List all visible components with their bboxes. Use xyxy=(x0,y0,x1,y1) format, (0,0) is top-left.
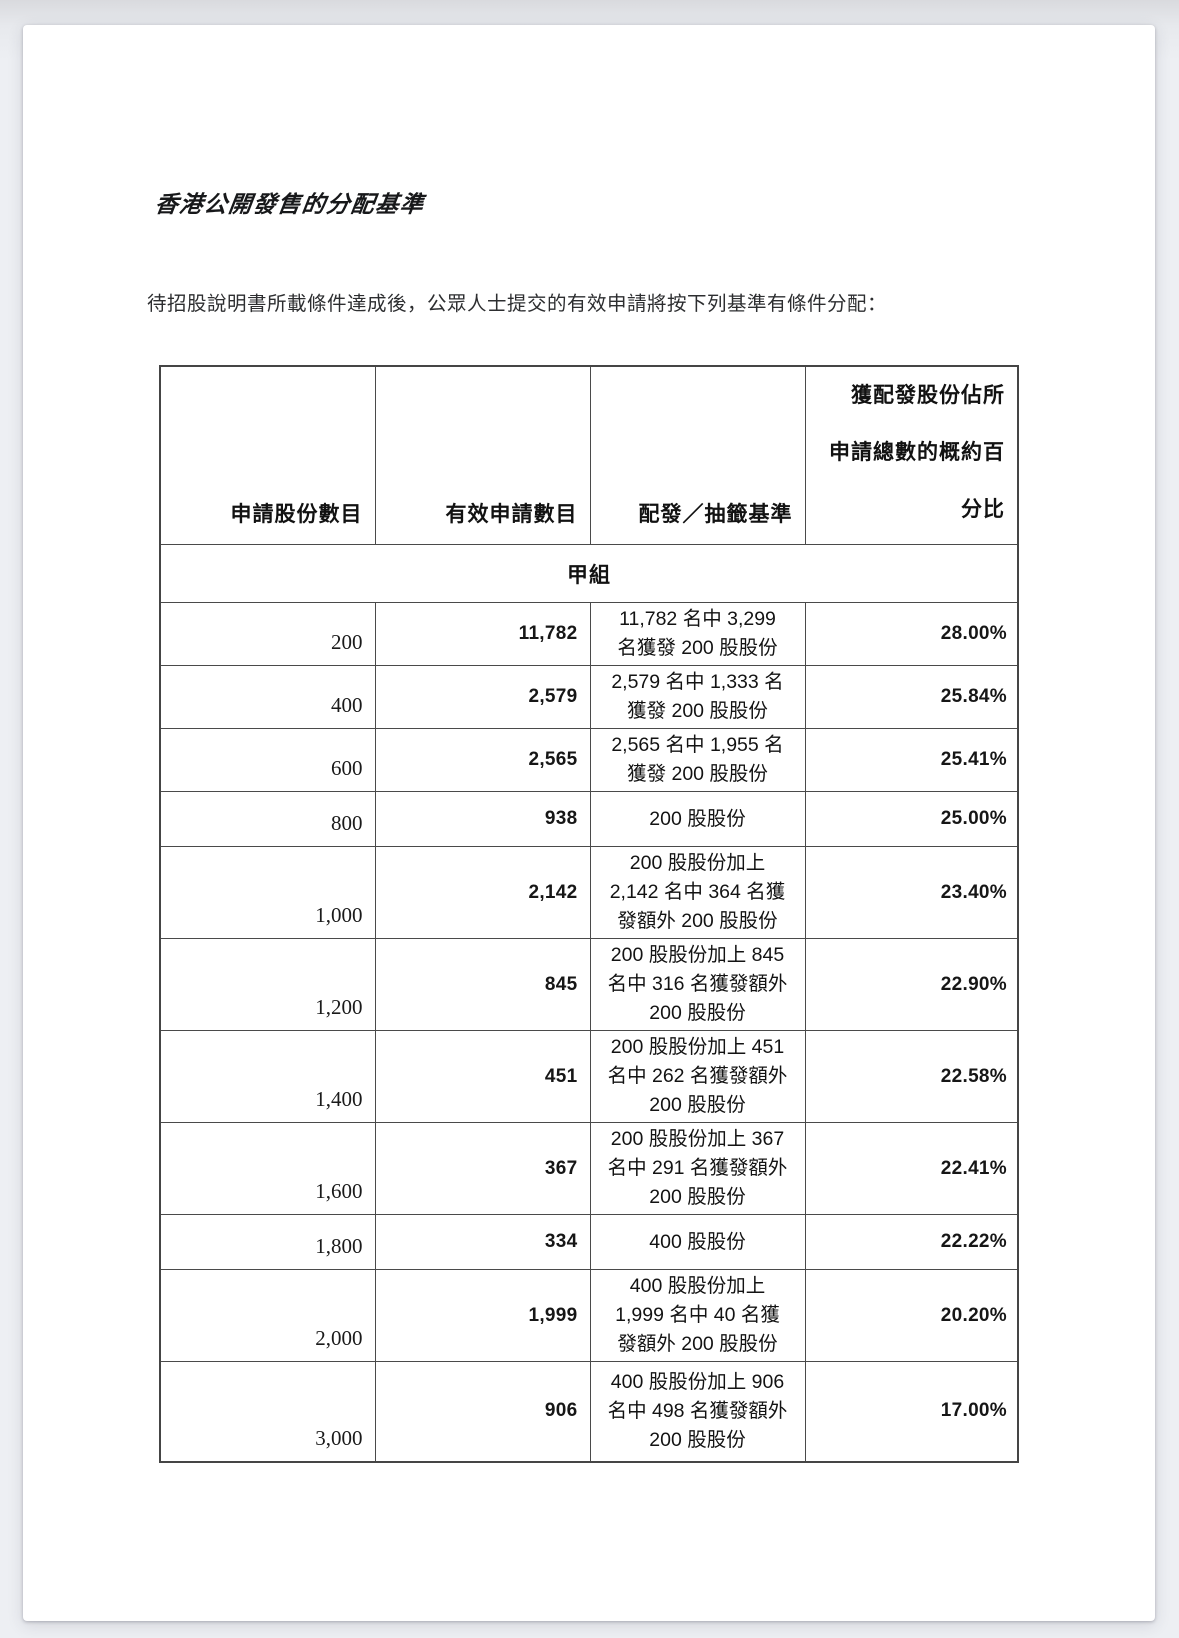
col-header-basis: 配發／抽籤基準 xyxy=(589,365,806,545)
valid-applications-cell: 938 xyxy=(374,791,591,847)
intro-paragraph: 待招股說明書所載條件達成後，公眾人士提交的有效申請將按下列基準有條件分配： xyxy=(147,294,888,315)
percentage-cell: 22.90% xyxy=(804,938,1019,1031)
table-row: 2,000 1,999 400 股股份加上 1,999 名中 40 名獲 發額外… xyxy=(159,1269,1019,1362)
shares-applied-cell: 200 xyxy=(159,602,376,666)
document-title: 香港公開發售的分配基準 xyxy=(153,192,427,217)
allocation-table: 申請股份數目 有效申請數目 配發／抽籤基準 獲配發股份佔所 申請總數的概約百 分… xyxy=(159,365,1019,1463)
basis-cell: 11,782 名中 3,299 名獲發 200 股股份 xyxy=(589,602,806,666)
table-row: 1,400 451 200 股股份加上 451 名中 262 名獲發額外 200… xyxy=(159,1030,1019,1123)
table-row: 3,000 906 400 股股份加上 906 名中 498 名獲發額外 200… xyxy=(159,1361,1019,1462)
valid-applications-cell: 2,565 xyxy=(374,728,591,792)
table-row: 800 938 200 股股份 25.00% xyxy=(159,791,1019,847)
percentage-cell: 28.00% xyxy=(804,602,1019,666)
percentage-cell: 17.00% xyxy=(804,1361,1019,1462)
table-row: 600 2,565 2,565 名中 1,955 名 獲發 200 股股份 25… xyxy=(159,728,1019,792)
valid-applications-cell: 451 xyxy=(374,1030,591,1123)
shares-applied-cell: 1,400 xyxy=(159,1030,376,1123)
valid-applications-cell: 367 xyxy=(374,1122,591,1215)
table-row: 1,800 334 400 股股份 22.22% xyxy=(159,1214,1019,1270)
percentage-cell: 22.41% xyxy=(804,1122,1019,1215)
valid-applications-cell: 845 xyxy=(374,938,591,1031)
shares-applied-cell: 800 xyxy=(159,791,376,847)
table-header-row: 申請股份數目 有效申請數目 配發／抽籤基準 獲配發股份佔所 申請總數的概約百 分… xyxy=(159,365,1019,545)
percentage-cell: 25.84% xyxy=(804,665,1019,729)
valid-applications-cell: 906 xyxy=(374,1361,591,1462)
basis-cell: 200 股股份加上 367 名中 291 名獲發額外 200 股股份 xyxy=(589,1122,806,1215)
col-header-shares-applied: 申請股份數目 xyxy=(159,365,376,545)
table-row: 400 2,579 2,579 名中 1,333 名 獲發 200 股股份 25… xyxy=(159,665,1019,729)
percentage-cell: 23.40% xyxy=(804,846,1019,939)
basis-cell: 400 股股份加上 1,999 名中 40 名獲 發額外 200 股股份 xyxy=(589,1269,806,1362)
basis-cell: 400 股股份 xyxy=(589,1214,806,1270)
table-row: 200 11,782 11,782 名中 3,299 名獲發 200 股股份 2… xyxy=(159,602,1019,666)
shares-applied-cell: 400 xyxy=(159,665,376,729)
basis-cell: 200 股股份加上 2,142 名中 364 名獲 發額外 200 股股份 xyxy=(589,846,806,939)
valid-applications-cell: 2,579 xyxy=(374,665,591,729)
basis-cell: 2,565 名中 1,955 名 獲發 200 股股份 xyxy=(589,728,806,792)
shares-applied-cell: 2,000 xyxy=(159,1269,376,1362)
group-label: 甲組 xyxy=(159,544,1019,603)
shares-applied-cell: 600 xyxy=(159,728,376,792)
table-row: 1,600 367 200 股股份加上 367 名中 291 名獲發額外 200… xyxy=(159,1122,1019,1215)
basis-cell: 200 股股份加上 451 名中 262 名獲發額外 200 股股份 xyxy=(589,1030,806,1123)
basis-cell: 400 股股份加上 906 名中 498 名獲發額外 200 股股份 xyxy=(589,1361,806,1462)
percentage-cell: 25.00% xyxy=(804,791,1019,847)
percentage-cell: 20.20% xyxy=(804,1269,1019,1362)
basis-cell: 200 股股份加上 845 名中 316 名獲發額外 200 股股份 xyxy=(589,938,806,1031)
basis-cell: 2,579 名中 1,333 名 獲發 200 股股份 xyxy=(589,665,806,729)
valid-applications-cell: 11,782 xyxy=(374,602,591,666)
valid-applications-cell: 2,142 xyxy=(374,846,591,939)
valid-applications-cell: 1,999 xyxy=(374,1269,591,1362)
shares-applied-cell: 1,000 xyxy=(159,846,376,939)
group-header-row: 甲組 xyxy=(159,544,1019,603)
percentage-cell: 22.22% xyxy=(804,1214,1019,1270)
shares-applied-cell: 1,200 xyxy=(159,938,376,1031)
shares-applied-cell: 3,000 xyxy=(159,1361,376,1462)
table-row: 1,200 845 200 股股份加上 845 名中 316 名獲發額外 200… xyxy=(159,938,1019,1031)
shares-applied-cell: 1,800 xyxy=(159,1214,376,1270)
col-header-valid-applications: 有效申請數目 xyxy=(374,365,591,545)
col-header-percentage: 獲配發股份佔所 申請總數的概約百 分比 xyxy=(804,365,1019,545)
table-row: 1,000 2,142 200 股股份加上 2,142 名中 364 名獲 發額… xyxy=(159,846,1019,939)
shares-applied-cell: 1,600 xyxy=(159,1122,376,1215)
basis-cell: 200 股股份 xyxy=(589,791,806,847)
document-page: 香港公開發售的分配基準 待招股說明書所載條件達成後，公眾人士提交的有效申請將按下… xyxy=(23,25,1155,1621)
percentage-cell: 22.58% xyxy=(804,1030,1019,1123)
valid-applications-cell: 334 xyxy=(374,1214,591,1270)
percentage-cell: 25.41% xyxy=(804,728,1019,792)
